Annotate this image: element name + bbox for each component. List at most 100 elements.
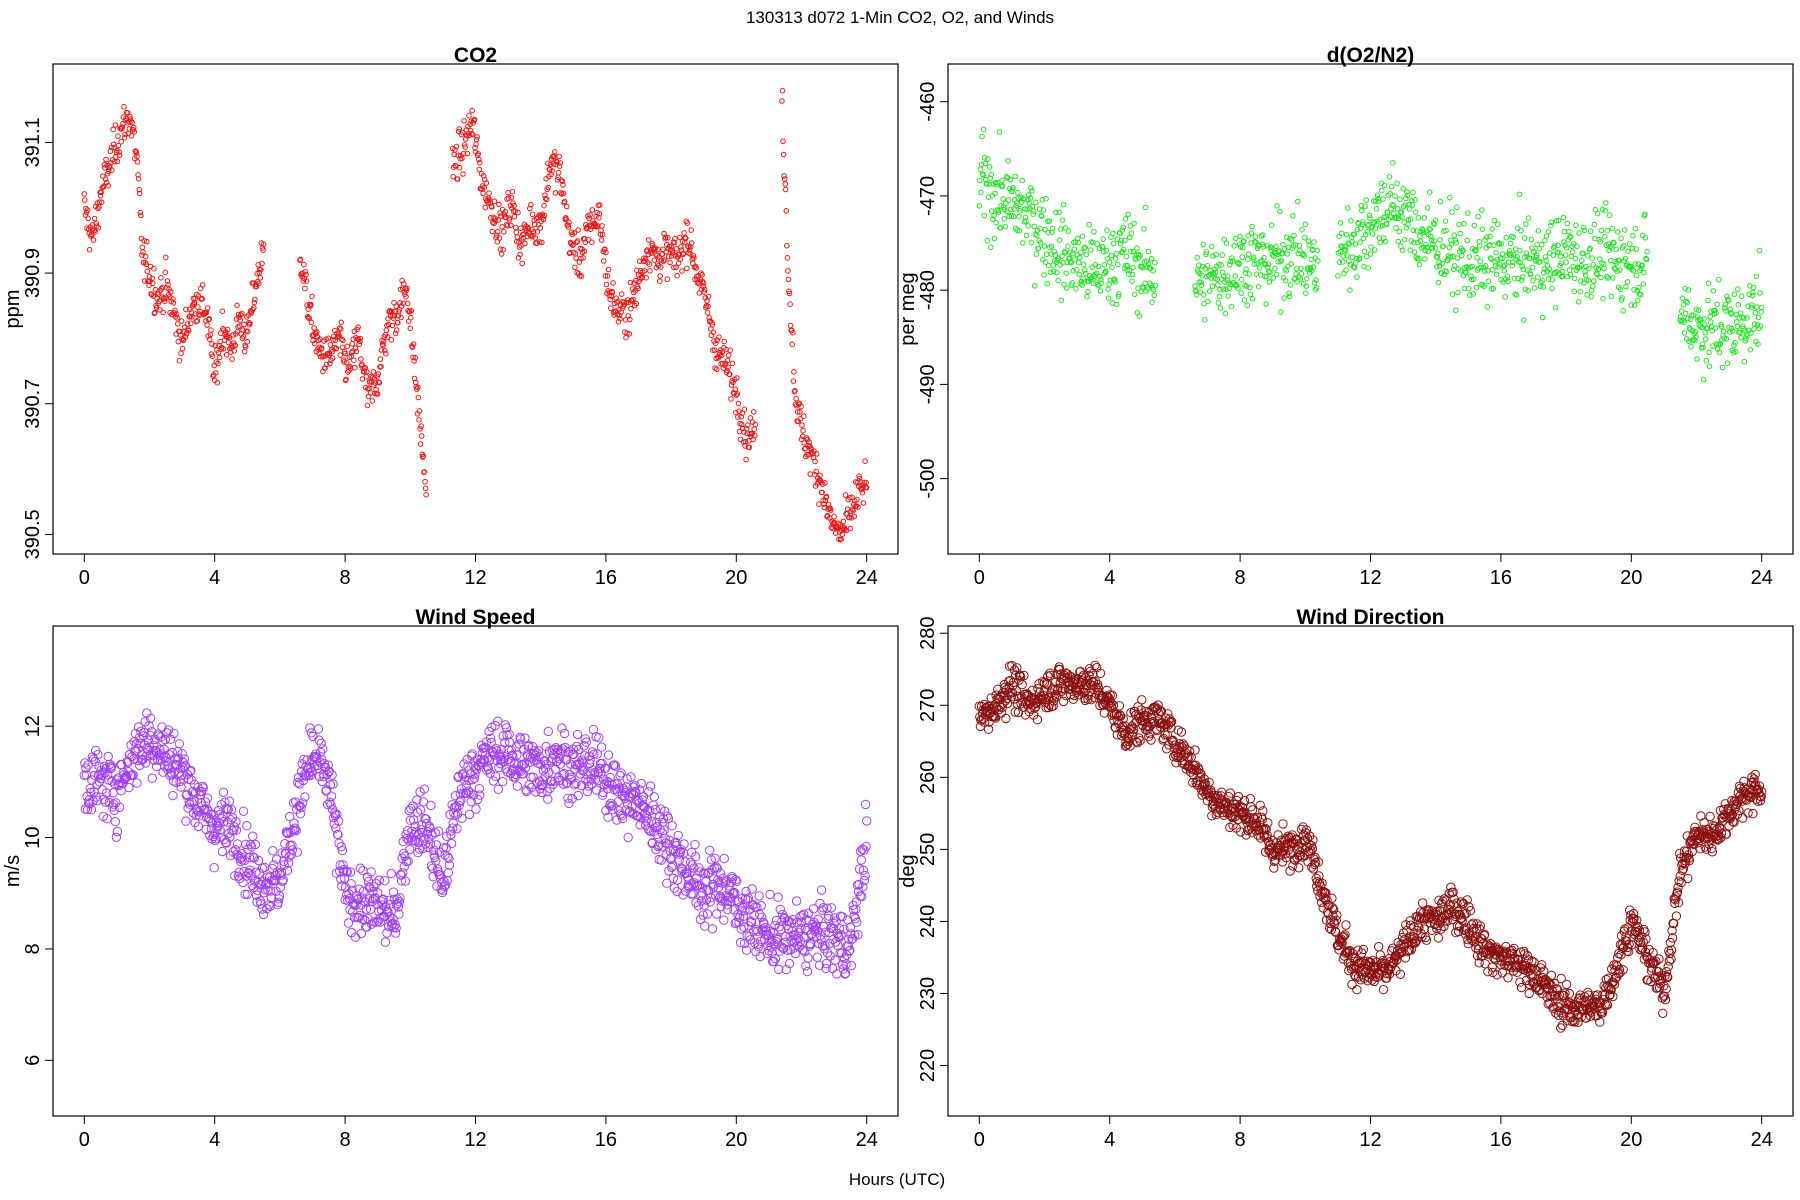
data-point <box>1025 192 1032 198</box>
data-point <box>1248 230 1255 236</box>
data-point <box>860 500 867 506</box>
data-point <box>174 739 185 749</box>
data-point <box>111 832 122 842</box>
data-point <box>683 235 689 242</box>
data-point <box>1490 267 1496 273</box>
data-point <box>1049 229 1055 236</box>
data-point <box>391 312 398 319</box>
data-point <box>1404 192 1411 199</box>
data-point <box>1205 298 1211 305</box>
data-point <box>1443 268 1450 275</box>
data-point <box>85 215 91 222</box>
data-point <box>1209 283 1216 290</box>
data-point <box>667 259 673 266</box>
data-point <box>1437 198 1444 205</box>
data-point <box>234 302 240 309</box>
data-point <box>1382 213 1388 220</box>
data-point <box>115 142 122 149</box>
data-point <box>101 161 108 168</box>
data-point <box>700 283 707 290</box>
data-point <box>378 363 384 370</box>
data-point <box>603 281 610 288</box>
data-point <box>1752 310 1758 316</box>
data-point <box>1475 213 1481 220</box>
data-point <box>534 228 541 235</box>
data-point <box>103 156 109 163</box>
data-point <box>693 265 699 271</box>
data-point <box>1460 247 1466 254</box>
data-point <box>170 300 177 306</box>
data-point <box>730 379 736 386</box>
data-point <box>1286 293 1293 300</box>
data-point <box>627 316 633 323</box>
data-point <box>1204 263 1211 269</box>
data-point <box>483 180 490 186</box>
data-point <box>156 298 163 305</box>
data-point <box>541 202 547 209</box>
x-tick-label: 8 <box>1235 567 1246 589</box>
data-point <box>1539 314 1546 321</box>
data-point <box>978 161 985 168</box>
figure-xlabel: Hours (UTC) <box>849 1170 945 1189</box>
data-point <box>1528 236 1535 243</box>
data-point <box>732 386 739 393</box>
data-point <box>607 296 614 303</box>
data-point <box>208 327 214 333</box>
data-point <box>1091 229 1097 235</box>
data-point <box>985 156 991 162</box>
data-point <box>1150 267 1156 274</box>
panel-title: d(O2/N2) <box>1327 44 1415 67</box>
data-point <box>574 238 581 244</box>
data-point <box>1734 323 1741 330</box>
data-point <box>158 275 164 281</box>
data-point <box>1431 238 1437 244</box>
data-point <box>1571 288 1578 295</box>
data-point <box>529 211 536 218</box>
data-point <box>112 826 123 837</box>
data-point <box>665 234 671 241</box>
data-point <box>1048 243 1055 250</box>
data-point <box>1573 222 1579 229</box>
data-point <box>712 909 722 919</box>
data-point <box>1058 226 1064 232</box>
data-point <box>121 103 127 110</box>
data-point <box>789 341 796 348</box>
data-points <box>79 708 872 979</box>
data-point <box>743 456 749 463</box>
data-point <box>1093 270 1100 277</box>
data-point <box>1432 245 1438 251</box>
data-point <box>705 293 712 300</box>
data-point <box>810 451 816 457</box>
data-point <box>461 142 468 148</box>
data-point <box>1418 898 1428 908</box>
data-point <box>1079 282 1085 288</box>
data-point <box>701 289 708 295</box>
data-point <box>1273 271 1280 278</box>
y-tick-label: -460 <box>917 82 939 122</box>
data-point <box>1116 291 1122 297</box>
data-point <box>498 777 508 787</box>
x-tick-label: 20 <box>725 1129 747 1151</box>
data-point <box>1520 317 1527 324</box>
data-point <box>1357 239 1363 245</box>
data-point <box>1004 175 1011 181</box>
data-point <box>455 128 462 135</box>
data-point <box>486 190 492 196</box>
data-point <box>1385 209 1391 216</box>
data-point <box>792 387 798 394</box>
data-point <box>1010 213 1017 220</box>
data-point <box>1340 259 1346 265</box>
data-point <box>667 820 677 831</box>
data-point <box>461 118 467 124</box>
data-point <box>173 311 180 318</box>
data-point <box>489 204 495 210</box>
data-point <box>326 791 337 801</box>
data-point <box>1496 241 1503 247</box>
data-point <box>1380 196 1386 202</box>
data-point <box>1314 247 1321 254</box>
y-tick-label: 8 <box>22 943 44 954</box>
data-point <box>660 258 667 264</box>
data-point <box>859 489 866 496</box>
data-point <box>459 155 465 162</box>
